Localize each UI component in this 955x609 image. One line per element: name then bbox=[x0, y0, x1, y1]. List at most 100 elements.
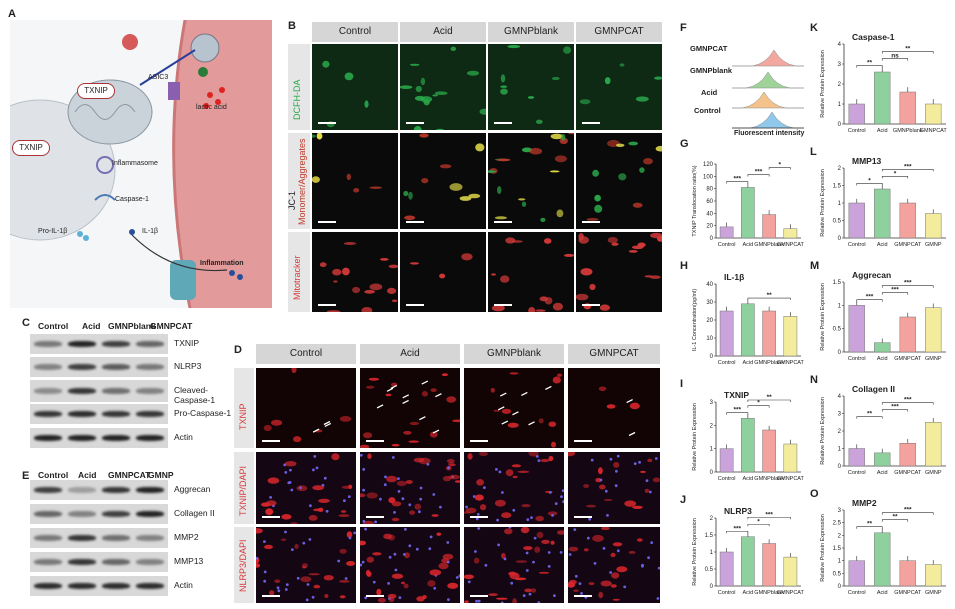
b-row1-labelbox bbox=[288, 44, 310, 130]
blot-band bbox=[68, 535, 96, 541]
sig-bracket bbox=[881, 512, 934, 515]
inhibit-line bbox=[139, 49, 196, 86]
blot-band bbox=[102, 411, 130, 417]
sig-bracket bbox=[881, 58, 909, 61]
chart-xtick: GMNPCAT bbox=[777, 590, 805, 596]
chart-bar bbox=[741, 418, 755, 473]
chart-xtick: Control bbox=[848, 590, 866, 596]
blot-band bbox=[136, 435, 164, 441]
nanoparticle-icon bbox=[190, 33, 220, 63]
c-blot-row bbox=[30, 404, 168, 424]
panel-label-g: G bbox=[680, 138, 689, 150]
d-image-r1-c1 bbox=[360, 452, 460, 524]
chart-bar bbox=[848, 305, 865, 353]
e-row-label: Collagen II bbox=[174, 508, 215, 518]
chart-xtick: GMNP bbox=[925, 242, 942, 248]
sig-bracket bbox=[881, 285, 934, 288]
chart-xtick: Acid bbox=[743, 360, 754, 366]
chart-bar bbox=[762, 214, 776, 239]
d-image-r1-c0 bbox=[256, 452, 356, 524]
chart-ytick: 0.5 bbox=[833, 327, 842, 333]
chart-xtick: GMNPCAT bbox=[777, 242, 805, 248]
chart-ylabel: Relative Protein Expression bbox=[820, 514, 826, 582]
chart-ytick: 1 bbox=[838, 559, 842, 565]
d-image-r2-c0 bbox=[256, 527, 356, 603]
b-image-r1-c1 bbox=[400, 133, 486, 229]
blot-band bbox=[68, 511, 96, 517]
sig-label: *** bbox=[904, 163, 912, 170]
chart-ylabel: Relative Protein Expression bbox=[692, 518, 698, 586]
chart-bar bbox=[719, 551, 734, 587]
chart-ytick: 0 bbox=[838, 350, 842, 356]
chart-ytick: 20 bbox=[706, 318, 713, 324]
f-label-acid: Acid bbox=[701, 88, 718, 97]
chart-g: TXNIP Translocation ratio(%) 0 20 40 60 80 100… bbox=[692, 162, 805, 248]
chart-xtick: Acid bbox=[877, 242, 888, 248]
chart-xtick: GMNPCAT bbox=[894, 590, 922, 596]
inflammasome-icon bbox=[96, 156, 114, 174]
sig-bracket bbox=[747, 297, 791, 301]
caspase-label: Caspase-1 bbox=[115, 196, 149, 203]
sig-bracket bbox=[726, 181, 749, 184]
chart-ylabel: TXNIP Translocation ratio(%) bbox=[692, 165, 698, 236]
sig-label: *** bbox=[891, 404, 899, 411]
chart-ytick: 30 bbox=[706, 300, 713, 306]
c-blot-row bbox=[30, 357, 168, 377]
chart-xtick: GMNPCAT bbox=[920, 128, 948, 134]
blot-band bbox=[34, 364, 62, 370]
chart-xtick: Control bbox=[718, 590, 736, 596]
b-image-r2-c3 bbox=[576, 232, 662, 312]
scale-bar bbox=[366, 440, 384, 442]
sig-label: ** bbox=[867, 521, 873, 528]
channel-icon bbox=[170, 260, 196, 300]
sig-bracket bbox=[881, 519, 909, 522]
sig-bracket bbox=[726, 530, 749, 534]
sig-label: *** bbox=[891, 287, 899, 294]
sig-label: * bbox=[868, 177, 871, 184]
scale-bar bbox=[406, 221, 424, 223]
sig-bracket bbox=[856, 416, 883, 419]
c-lane-gmnpblank: GMNPblank bbox=[108, 321, 156, 331]
blot-band bbox=[102, 388, 130, 394]
sig-label: ** bbox=[767, 394, 773, 401]
blot-band bbox=[34, 411, 62, 417]
scale-bar bbox=[318, 304, 336, 306]
chart-ytick: 2 bbox=[710, 423, 714, 429]
chart-bar bbox=[874, 452, 891, 467]
e-blot-row bbox=[30, 576, 168, 596]
sig-bracket bbox=[856, 526, 883, 529]
b-image-r1-c0 bbox=[312, 133, 398, 229]
d-image-r0-c2 bbox=[464, 368, 564, 448]
chart-bar bbox=[741, 187, 755, 239]
chart-h: IL-1β IL-1 Concentration(pg/ml) 0 10 20 30 40 C… bbox=[692, 272, 805, 366]
b-image-r1-c3 bbox=[576, 133, 662, 229]
blot-band bbox=[34, 487, 62, 493]
e-blot-row bbox=[30, 528, 168, 548]
chart-ytick: 1 bbox=[838, 201, 842, 207]
chart-xtick: GMNPblank bbox=[893, 128, 923, 134]
chart-ytick: 2 bbox=[838, 533, 842, 539]
scale-bar bbox=[574, 440, 592, 442]
chart-ytick: 2.5 bbox=[833, 521, 842, 527]
scale-bar bbox=[582, 304, 600, 306]
chart-bar bbox=[719, 448, 734, 473]
d-image-r0-c1 bbox=[360, 368, 460, 448]
sig-label: *** bbox=[765, 511, 773, 518]
sig-bracket bbox=[881, 409, 909, 412]
asic3-label: ASIC3 bbox=[148, 74, 169, 81]
sig-bracket bbox=[856, 299, 883, 302]
chart-xtick: GMNPblank bbox=[754, 476, 784, 482]
b-col-gmnpblank: GMNPblank bbox=[488, 22, 574, 42]
chart-xtick: GMNPblank bbox=[754, 242, 784, 248]
chart-ytick: 10 bbox=[706, 336, 713, 342]
e-lane-gmnp: GMNP bbox=[148, 470, 174, 480]
chart-ylabel: IL-1 Concentration(pg/ml) bbox=[692, 289, 698, 352]
panel-label-d: D bbox=[234, 344, 242, 356]
f-histogram-peak bbox=[732, 71, 804, 89]
chart-ytick: 3 bbox=[838, 412, 842, 418]
chart-bar bbox=[925, 422, 942, 467]
e-row-label: MMP13 bbox=[174, 556, 204, 566]
chart-bar bbox=[719, 310, 734, 357]
chart-ytick: 3 bbox=[838, 62, 842, 68]
c-row-label: Actin bbox=[174, 432, 193, 442]
